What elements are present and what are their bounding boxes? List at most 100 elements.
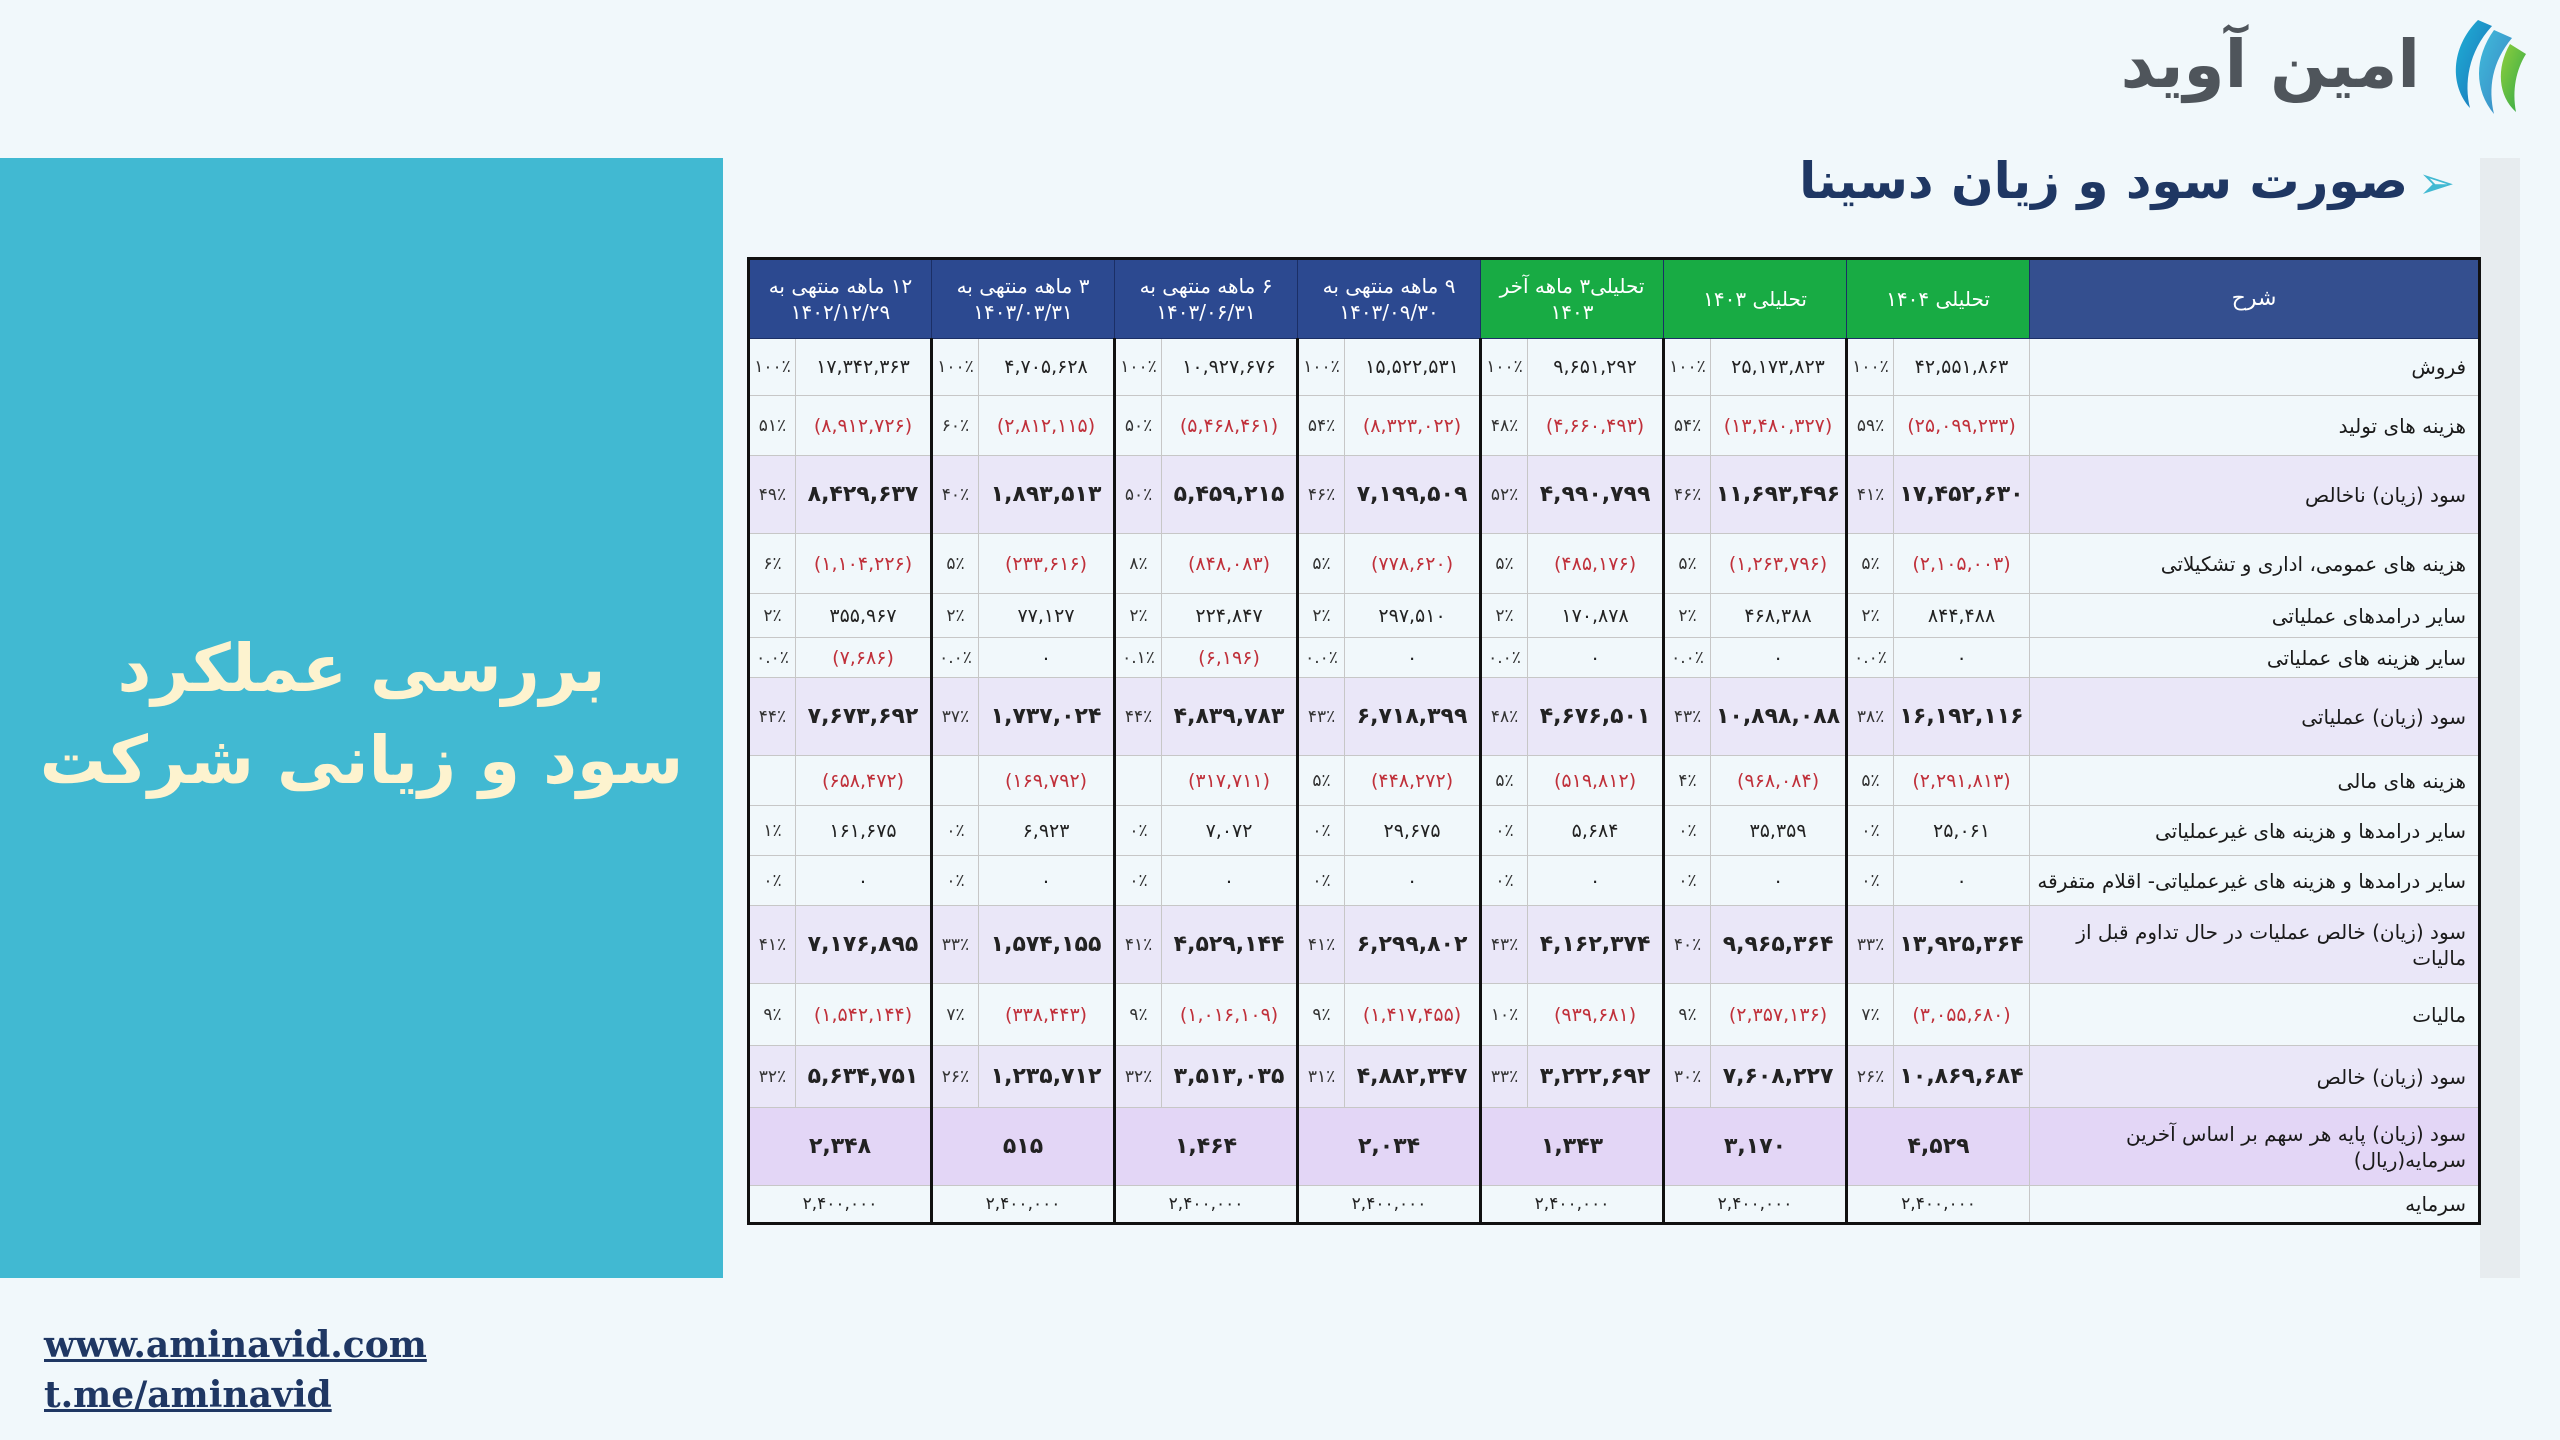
- percent-cell: ۴۴٪: [1113, 677, 1163, 756]
- percent-cell: ۵٪: [1296, 533, 1346, 594]
- column-header-line1: تحلیلی ۱۴۰۴: [1886, 287, 1990, 311]
- percent-cell: ۱۰۰٪: [748, 338, 796, 396]
- percent-cell: ۵٪: [1479, 755, 1529, 806]
- value-cell: ۴۶۸,۳۸۸: [1710, 593, 1848, 638]
- value-cell: ۱۳,۹۲۵,۳۶۴: [1893, 905, 2031, 984]
- value-cell: (۱,۰۱۶,۱۰۹): [1161, 983, 1299, 1046]
- percent-cell: ۰٪: [1113, 805, 1163, 856]
- column-header: ۱۲ ماهه منتهی به ۱۴۰۲/۱۲/۲۹: [748, 258, 932, 339]
- value-cell: (۴۴۸,۲۷۲): [1344, 755, 1482, 806]
- value-cell: ۴,۸۳۹,۷۸۳: [1161, 677, 1299, 756]
- percent-cell: [748, 755, 796, 806]
- percent-cell: ۰.۰٪: [929, 637, 980, 678]
- value-cell: ۱۶,۱۹۲,۱۱۶: [1893, 677, 2031, 756]
- percent-cell: ۱۰۰٪: [1113, 338, 1163, 396]
- logo-text: امین آوید: [2120, 26, 2420, 103]
- row-label: سایر درامدها و هزینه های غیرعملیاتی- اقل…: [2029, 855, 2481, 906]
- value-cell: (۸۴۸,۰۸۳): [1161, 533, 1299, 594]
- value-cell: ۶,۹۲۳: [978, 805, 1116, 856]
- percent-cell: ۰.۰٪: [748, 637, 796, 678]
- value-cell: ۴,۸۸۲,۳۴۷: [1344, 1045, 1482, 1108]
- value-cell: (۱,۲۶۳,۷۹۶): [1710, 533, 1848, 594]
- percent-cell: ۴۸٪: [1479, 395, 1529, 456]
- percent-cell: ۰٪: [1845, 855, 1895, 906]
- left-panel: بررسی عملکرد سود و زیانی شرکت: [0, 158, 723, 1278]
- value-cell: ۷,۰۷۲: [1161, 805, 1299, 856]
- value-cell: (۲,۱۰۵,۰۰۳): [1893, 533, 2031, 594]
- row-label: سود (زیان) خالص عملیات در حال تداوم قبل …: [2029, 905, 2481, 984]
- percent-cell: ۰.۰٪: [1845, 637, 1895, 678]
- value-cell: ۴,۹۹۰,۷۹۹: [1527, 455, 1665, 534]
- percent-cell: ۲٪: [1479, 593, 1529, 638]
- value-cell: ۸,۴۲۹,۶۳۷: [795, 455, 932, 534]
- percent-cell: ۵٪: [929, 533, 980, 594]
- value-cell: ۸۴۴,۴۸۸: [1893, 593, 2031, 638]
- column-header-line1: ۹ ماهه منتهی به: [1322, 274, 1456, 298]
- capital-cell: ۲,۴۰۰,۰۰۰: [1296, 1185, 1482, 1224]
- value-cell: ۱,۸۹۳,۵۱۳: [978, 455, 1116, 534]
- value-cell: (۱,۱۰۴,۲۲۶): [795, 533, 932, 594]
- percent-cell: ۰٪: [929, 805, 980, 856]
- income-statement-table: شرح تحلیلی ۱۴۰۴ تحلیلی ۱۴۰۳ تحلیلی۳ ماهه آخ…: [747, 257, 2482, 1225]
- column-header-line2: ۱۴۰۳: [1550, 300, 1594, 324]
- table-row: سایر درامدها و هزینه های غیرعملیاتی- اقل…: [748, 855, 2481, 906]
- value-cell: ۳,۲۲۲,۶۹۲: [1527, 1045, 1665, 1108]
- value-cell: (۱۳,۴۸۰,۳۲۷): [1710, 395, 1848, 456]
- table-row: سایر درامدها و هزینه های غیرعملیاتی ۲۵,۰۶…: [748, 805, 2481, 856]
- value-cell: ۰: [1161, 855, 1299, 906]
- column-header-line1: تحلیلی ۱۴۰۳: [1703, 287, 1807, 311]
- capital-cell: ۲,۴۰۰,۰۰۰: [1662, 1185, 1848, 1224]
- value-cell: ۷,۱۷۶,۸۹۵: [795, 905, 932, 984]
- value-cell: (۱,۵۴۲,۱۴۴): [795, 983, 932, 1046]
- row-label: سود (زیان) پایه هر سهم بر اساس آخرین سرم…: [2029, 1107, 2481, 1186]
- percent-cell: ۰٪: [1113, 855, 1163, 906]
- value-cell: (۲,۲۹۱,۸۱۳): [1893, 755, 2031, 806]
- logo: امین آوید: [2110, 8, 2530, 120]
- percent-cell: ۴۹٪: [748, 455, 796, 534]
- percent-cell: ۴۳٪: [1296, 677, 1346, 756]
- column-header-line2: ۱۴۰۳/۰۳/۳۱: [973, 300, 1073, 324]
- website-link[interactable]: www.aminavid.com: [44, 1324, 427, 1366]
- left-title: بررسی عملکرد سود و زیانی شرکت: [0, 623, 723, 807]
- value-cell: (۶۵۸,۴۷۲): [795, 755, 932, 806]
- value-cell: ۰: [1710, 637, 1848, 678]
- page-title-text: صورت سود و زیان دسینا: [1799, 152, 2409, 210]
- percent-cell: ۳۰٪: [1662, 1045, 1712, 1108]
- percent-cell: ۵٪: [1845, 755, 1895, 806]
- value-cell: (۶,۱۹۶): [1161, 637, 1299, 678]
- percent-cell: ۰٪: [1845, 805, 1895, 856]
- left-title-line2: سود و زیانی شرکت: [39, 722, 684, 799]
- percent-cell: ۱۰۰٪: [1845, 338, 1895, 396]
- value-cell: ۱۶۱,۶۷۵: [795, 805, 932, 856]
- value-cell: ۲۲۴,۸۴۷: [1161, 593, 1299, 638]
- percent-cell: ۹٪: [1296, 983, 1346, 1046]
- column-header: ۶ ماهه منتهی به ۱۴۰۳/۰۶/۳۱: [1114, 258, 1299, 339]
- value-cell: (۸,۳۲۳,۰۲۲): [1344, 395, 1482, 456]
- value-cell: ۱۵,۵۲۲,۵۳۱: [1344, 338, 1482, 396]
- value-cell: ۰: [1344, 855, 1482, 906]
- arrow-icon: ➢: [2418, 158, 2455, 209]
- value-cell: ۰: [1344, 637, 1482, 678]
- value-cell: ۱۷,۴۵۲,۶۳۰: [1893, 455, 2031, 534]
- value-cell: ۷۷,۱۲۷: [978, 593, 1116, 638]
- table-row: سود (زیان) پایه هر سهم بر اساس آخرین سرم…: [748, 1107, 2481, 1186]
- table-row: هزینه های تولید (۲۵,۰۹۹,۲۳۳) ۵۹٪ (۱۳,۴۸۰,۳۲…: [748, 395, 2481, 456]
- page-title: ➢صورت سود و زیان دسینا: [1799, 152, 2455, 210]
- percent-cell: ۰.۱٪: [1113, 637, 1163, 678]
- percent-cell: ۵٪: [1479, 533, 1529, 594]
- percent-cell: ۸٪: [1113, 533, 1163, 594]
- percent-cell: ۰.۰٪: [1296, 637, 1346, 678]
- value-cell: ۴,۱۶۲,۳۷۴: [1527, 905, 1665, 984]
- value-cell: (۲,۸۱۲,۱۱۵): [978, 395, 1116, 456]
- percent-cell: ۰٪: [929, 855, 980, 906]
- telegram-link[interactable]: t.me/aminavid: [44, 1374, 332, 1416]
- percent-cell: ۲۶٪: [929, 1045, 980, 1108]
- value-cell: (۳,۰۵۵,۶۸۰): [1893, 983, 2031, 1046]
- value-cell: ۹,۶۵۱,۲۹۲: [1527, 338, 1665, 396]
- value-cell: ۷,۶۷۳,۶۹۲: [795, 677, 932, 756]
- row-label: سود (زیان) ناخالص: [2029, 455, 2481, 534]
- eps-cell: ۵۱۵: [929, 1107, 1116, 1186]
- value-cell: ۴۲,۵۵۱,۸۶۳: [1893, 338, 2031, 396]
- eps-cell: ۲,۳۴۸: [748, 1107, 932, 1186]
- column-header-line1: ۱۲ ماهه منتهی به: [768, 274, 913, 298]
